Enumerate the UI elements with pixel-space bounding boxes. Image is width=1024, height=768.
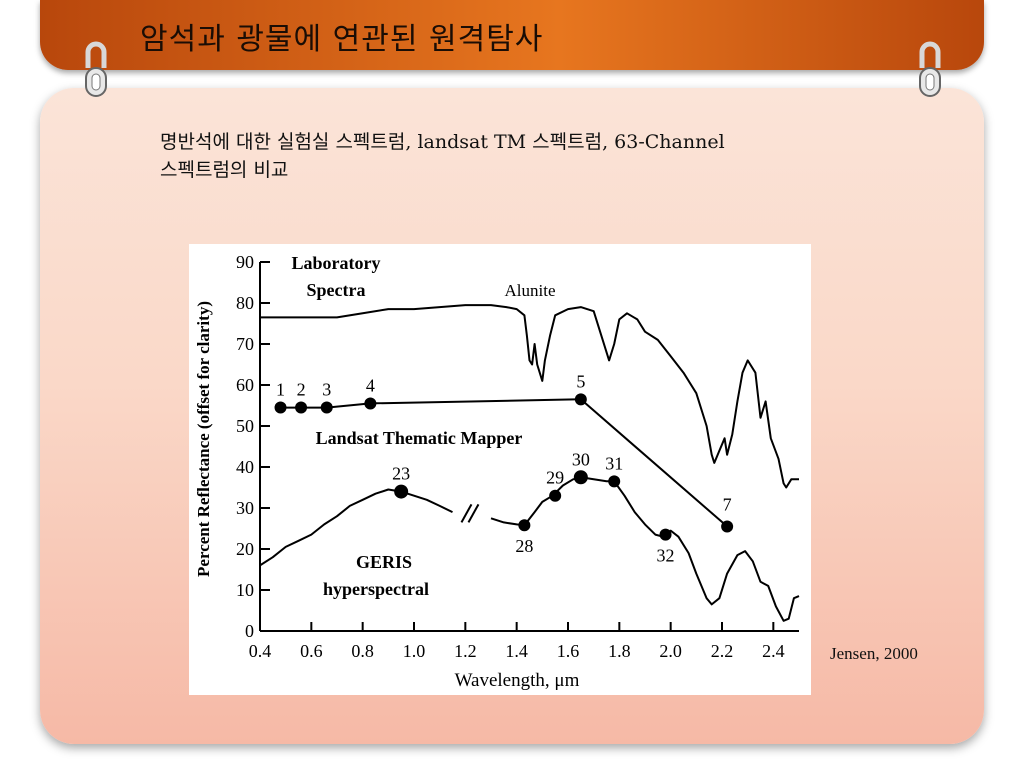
axis-break-mark <box>467 503 480 523</box>
geris-channel-label: 28 <box>515 536 533 556</box>
tm-band-marker <box>295 401 308 414</box>
y-tick-label: 90 <box>236 252 254 272</box>
geris-label-1: GERIS <box>356 552 412 572</box>
geris-channel-marker <box>573 470 588 485</box>
x-tick-label: 2.0 <box>659 641 682 661</box>
title-bar: 암석과 광물에 연관된 원격탐사 <box>40 0 984 70</box>
x-tick-label: 1.4 <box>505 641 527 661</box>
geris-channel-label: 32 <box>657 546 675 566</box>
lab-label-1: Laboratory <box>292 253 381 273</box>
x-tick-label: 1.8 <box>608 641 631 661</box>
y-tick-label: 60 <box>236 375 254 395</box>
tm-band-label: 4 <box>366 375 375 395</box>
x-tick-label: 1.6 <box>557 641 580 661</box>
geris-channel-marker <box>659 528 672 541</box>
x-tick-label: 1.0 <box>403 641 426 661</box>
y-tick-label: 50 <box>236 416 254 436</box>
y-tick-label: 40 <box>236 457 254 477</box>
x-tick-label: 0.4 <box>249 641 272 661</box>
y-tick-label: 20 <box>236 539 254 559</box>
tm-band-label: 2 <box>297 380 306 400</box>
tm-band-label: 7 <box>723 494 732 514</box>
tm-band-label: 5 <box>576 371 585 391</box>
chart-svg: 0 10 20 30 40 50 60 70 80 90 0.4 0.6 0.8 1.0 1.2 1.4 1.6… <box>194 252 800 691</box>
tm-band-marker <box>274 401 287 414</box>
geris-channel-label: 23 <box>392 464 410 484</box>
x-tick-label: 2.2 <box>711 641 734 661</box>
geris-channel-marker <box>549 489 562 502</box>
y-axis-label: Percent Reflectance (offset for clarity) <box>194 301 213 577</box>
geris-channel-marker <box>394 484 409 499</box>
chart-annotations: Laboratory Spectra Alunite Landsat Thema… <box>194 253 580 691</box>
geris-label-2: hyperspectral <box>323 579 429 599</box>
subtitle-line-1: 명반석에 대한 실험실 스펙트럼, landsat TM 스펙트럼, 63-Ch… <box>160 131 725 153</box>
slide-subtitle: 명반석에 대한 실험실 스펙트럼, landsat TM 스펙트럼, 63-Ch… <box>160 128 920 184</box>
tm-band-marker <box>721 520 734 533</box>
y-tick-label: 70 <box>236 334 254 354</box>
binder-ring-icon <box>83 40 109 100</box>
subtitle-line-2: 스펙트럼의 비교 <box>160 159 289 181</box>
y-tick-label: 30 <box>236 498 254 518</box>
x-axis-label: Wavelength, μm <box>455 670 580 691</box>
geris-spectrum-line <box>490 476 800 622</box>
y-tick-label: 10 <box>236 580 254 600</box>
geris-channel-marker <box>608 475 621 488</box>
x-tick-label: 1.2 <box>454 641 477 661</box>
geris-channel-label: 31 <box>605 453 623 473</box>
geris-channel-marker <box>518 519 531 532</box>
y-tick-label: 0 <box>245 621 254 641</box>
tm-band-label: 1 <box>276 380 285 400</box>
tm-band-marker <box>574 393 587 406</box>
source-credit: Jensen, 2000 <box>830 644 918 663</box>
geris-spectrum-line <box>259 488 453 567</box>
x-tick-label: 0.6 <box>300 641 323 661</box>
binder-ring-icon <box>917 40 943 100</box>
tm-label: Landsat Thematic Mapper <box>316 428 523 448</box>
alunite-label: Alunite <box>505 281 556 300</box>
chart-axes: 0 10 20 30 40 50 60 70 80 90 0.4 0.6 0.8 1.0 1.2 1.4 1.6… <box>236 252 799 661</box>
tm-band-label: 3 <box>322 380 331 400</box>
axis-break-mark <box>460 503 473 523</box>
laboratory-spectrum-line <box>260 304 799 489</box>
geris-channel-label: 29 <box>546 468 564 488</box>
lab-label-2: Spectra <box>307 280 366 300</box>
geris-channel-label: 30 <box>572 449 590 469</box>
tm-band-marker <box>364 397 377 410</box>
x-tick-label: 2.4 <box>762 641 785 661</box>
tm-band-marker <box>320 401 333 414</box>
y-tick-label: 80 <box>236 293 254 313</box>
x-tick-label: 0.8 <box>351 641 374 661</box>
reflectance-chart: 0 10 20 30 40 50 60 70 80 90 0.4 0.6 0.8 1.0 1.2 1.4 1.6… <box>189 244 811 695</box>
slide-title: 암석과 광물에 연관된 원격탐사 <box>140 22 544 57</box>
